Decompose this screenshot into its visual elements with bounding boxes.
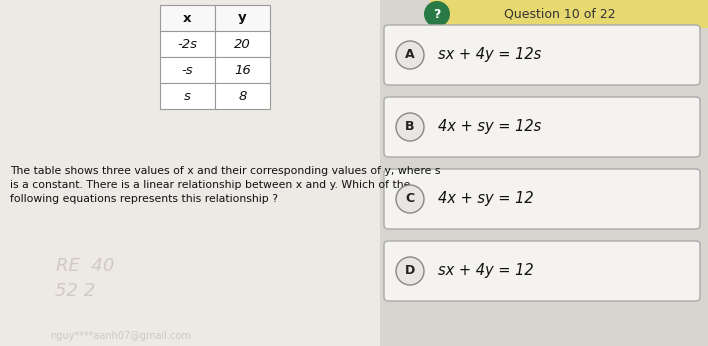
Text: B: B xyxy=(405,120,415,134)
Text: following equations represents this relationship ?: following equations represents this rela… xyxy=(10,194,278,204)
Circle shape xyxy=(396,185,424,213)
FancyBboxPatch shape xyxy=(380,0,708,346)
Text: nguy****aanh07@gmail.com: nguy****aanh07@gmail.com xyxy=(50,331,190,341)
Text: C: C xyxy=(406,192,415,206)
Text: is a constant. There is a linear relationship between x and y. Which of the: is a constant. There is a linear relatio… xyxy=(10,180,411,190)
FancyBboxPatch shape xyxy=(384,25,700,85)
FancyBboxPatch shape xyxy=(384,169,700,229)
Bar xyxy=(160,83,215,109)
Text: 20: 20 xyxy=(234,37,251,51)
Bar xyxy=(160,31,215,57)
Text: -s: -s xyxy=(182,64,193,76)
Bar xyxy=(160,57,215,83)
FancyBboxPatch shape xyxy=(384,97,700,157)
Bar xyxy=(215,5,270,31)
Text: s: s xyxy=(184,90,191,102)
Text: -2s: -2s xyxy=(178,37,198,51)
Text: 32: 32 xyxy=(680,124,700,138)
Text: RE  40: RE 40 xyxy=(56,257,114,275)
Bar xyxy=(160,5,215,31)
Text: 4x + sy = 12: 4x + sy = 12 xyxy=(438,191,534,207)
FancyBboxPatch shape xyxy=(430,0,708,28)
Bar xyxy=(215,31,270,57)
Circle shape xyxy=(424,1,450,27)
Text: 52 2: 52 2 xyxy=(55,282,95,300)
Bar xyxy=(215,57,270,83)
Text: sx + 4y = 12: sx + 4y = 12 xyxy=(438,264,534,279)
Text: x: x xyxy=(183,11,192,25)
Text: ?: ? xyxy=(433,8,440,20)
Text: 16: 16 xyxy=(234,64,251,76)
Text: 32: 32 xyxy=(680,254,700,268)
Text: sx + 4y = 12s: sx + 4y = 12s xyxy=(438,47,541,63)
FancyBboxPatch shape xyxy=(0,0,380,346)
Text: 8: 8 xyxy=(239,90,246,102)
Circle shape xyxy=(396,257,424,285)
Text: 4x + sy = 12s: 4x + sy = 12s xyxy=(438,119,541,135)
Bar xyxy=(215,83,270,109)
Circle shape xyxy=(396,113,424,141)
Text: D: D xyxy=(405,264,415,277)
FancyBboxPatch shape xyxy=(384,241,700,301)
Text: y: y xyxy=(238,11,247,25)
Text: Question 10 of 22: Question 10 of 22 xyxy=(504,8,616,20)
Text: A: A xyxy=(405,48,415,62)
Text: The table shows three values of x and their corresponding values of y, where s: The table shows three values of x and th… xyxy=(10,166,440,176)
Circle shape xyxy=(396,41,424,69)
